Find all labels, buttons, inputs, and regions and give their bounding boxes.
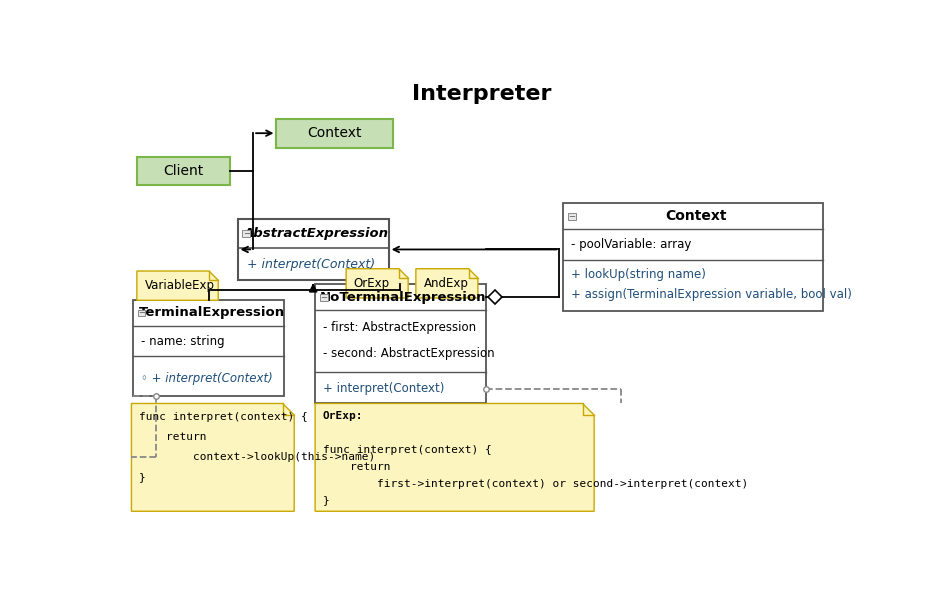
Text: Interpreter: Interpreter bbox=[412, 84, 552, 104]
Polygon shape bbox=[346, 269, 408, 298]
Text: OrExp:: OrExp: bbox=[322, 411, 364, 421]
Text: return: return bbox=[139, 432, 207, 443]
Polygon shape bbox=[315, 403, 594, 511]
Bar bbox=[276, 119, 393, 148]
Text: }: } bbox=[139, 472, 146, 482]
Text: Context: Context bbox=[666, 209, 727, 223]
Text: AbstractExpression: AbstractExpression bbox=[243, 227, 389, 240]
Bar bbox=[238, 219, 389, 280]
Text: NoTerminalExpression: NoTerminalExpression bbox=[321, 291, 487, 304]
Text: −: − bbox=[138, 308, 145, 317]
Text: first->interpret(context) or second->interpret(context): first->interpret(context) or second->int… bbox=[322, 479, 748, 488]
Text: - poolVariable: array: - poolVariable: array bbox=[571, 238, 691, 251]
Bar bbox=[315, 284, 486, 403]
Text: - first: AbstractExpression: - first: AbstractExpression bbox=[322, 321, 476, 333]
Bar bbox=[563, 203, 822, 311]
Text: func interpret(context) {: func interpret(context) { bbox=[139, 412, 308, 422]
Text: }: } bbox=[322, 496, 330, 505]
Text: Client: Client bbox=[164, 164, 203, 178]
Text: OrExp: OrExp bbox=[353, 277, 390, 290]
Bar bbox=[133, 300, 284, 396]
Polygon shape bbox=[132, 403, 294, 511]
Text: - name: string: - name: string bbox=[141, 335, 225, 347]
Text: + interpret(Context): + interpret(Context) bbox=[322, 382, 445, 396]
Text: AndExp: AndExp bbox=[424, 277, 468, 290]
Text: context->lookUp(this->name): context->lookUp(this->name) bbox=[139, 452, 375, 463]
Bar bbox=[320, 294, 327, 301]
Text: + interpret(Context): + interpret(Context) bbox=[247, 257, 375, 271]
Text: Context: Context bbox=[307, 126, 362, 140]
Polygon shape bbox=[415, 269, 478, 298]
Text: ◦ + interpret(Context): ◦ + interpret(Context) bbox=[141, 371, 273, 385]
Bar bbox=[568, 213, 575, 220]
Bar bbox=[137, 309, 146, 317]
Text: −: − bbox=[568, 212, 575, 221]
Text: −: − bbox=[243, 229, 250, 238]
Text: return: return bbox=[322, 462, 390, 472]
Text: −: − bbox=[321, 292, 327, 302]
Text: - second: AbstractExpression: - second: AbstractExpression bbox=[322, 347, 494, 360]
Text: TerminalExpression: TerminalExpression bbox=[138, 306, 285, 319]
Text: func interpret(context) {: func interpret(context) { bbox=[322, 444, 492, 455]
Bar bbox=[137, 157, 230, 185]
Text: VariableExp: VariableExp bbox=[145, 279, 214, 292]
Text: + assign(TerminalExpression variable, bool val): + assign(TerminalExpression variable, bo… bbox=[571, 288, 852, 301]
Text: + lookUp(string name): + lookUp(string name) bbox=[571, 268, 706, 280]
Polygon shape bbox=[137, 271, 218, 300]
Bar bbox=[243, 230, 250, 237]
